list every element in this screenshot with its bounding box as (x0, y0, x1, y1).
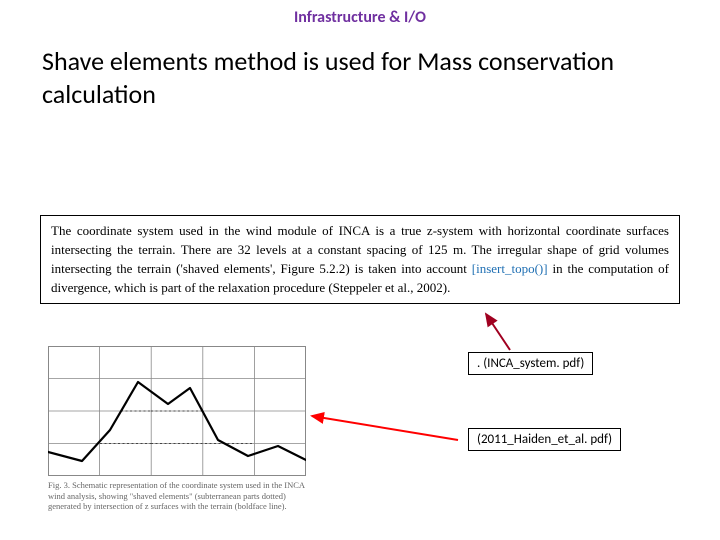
section-header-text: Infrastructure & I/O (294, 8, 426, 27)
citation-inca-text: . (INCA_system. pdf) (477, 356, 584, 371)
section-header: Infrastructure & I/O (0, 0, 720, 27)
citation-haiden-text: (2011_Haiden_et_al. pdf) (477, 432, 612, 447)
page-title: Shave elements method is used for Mass c… (0, 27, 720, 110)
terrain-chart-svg (48, 346, 306, 476)
figure-caption: Fig. 3. Schematic representation of the … (48, 480, 306, 512)
paragraph-text: The coordinate system used in the wind m… (51, 222, 669, 297)
paragraph-highlight: [insert_topo()] (472, 261, 548, 276)
terrain-chart (48, 346, 306, 476)
page-title-text: Shave elements method is used for Mass c… (42, 45, 614, 110)
citation-haiden: (2011_Haiden_et_al. pdf) (468, 428, 621, 451)
quoted-paragraph: The coordinate system used in the wind m… (40, 215, 680, 304)
citation-inca: . (INCA_system. pdf) (468, 352, 593, 375)
figure-block: Fig. 3. Schematic representation of the … (48, 346, 308, 512)
